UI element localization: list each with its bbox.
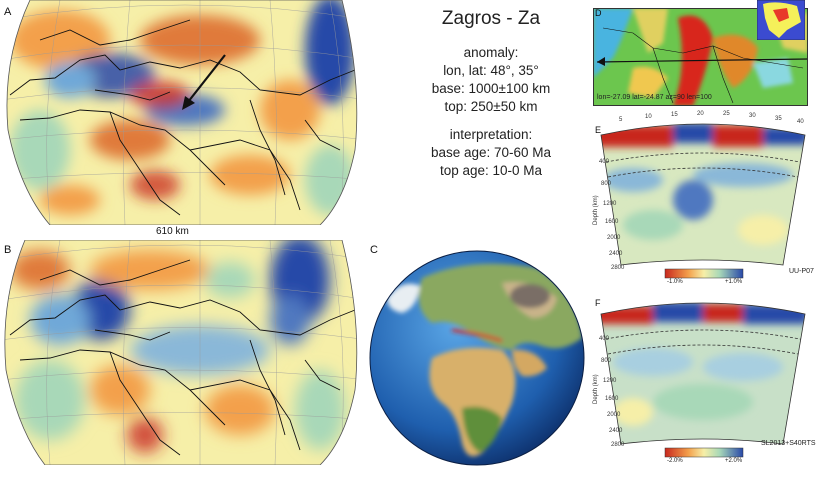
globe bbox=[369, 250, 585, 466]
interpretation-heading: interpretation: bbox=[449, 127, 533, 142]
depth-tick: 2000 bbox=[607, 235, 621, 241]
anomaly-base: base: 1000±100 km bbox=[431, 81, 551, 96]
model-label: UU-P07 bbox=[789, 268, 814, 275]
cross-section-e bbox=[600, 123, 806, 279]
cross-section-f bbox=[600, 302, 806, 458]
depth-axis-title: Depth (km) bbox=[593, 195, 599, 225]
anomaly-top: top: 250±50 km bbox=[444, 99, 538, 114]
figure-title: Zagros - Za bbox=[441, 8, 541, 29]
profile-label: lon=-27.09 lat=-24.87 az=90 len=100 bbox=[597, 94, 712, 101]
panel-letter-e: E bbox=[595, 125, 602, 135]
depth-tick: 1600 bbox=[605, 396, 619, 402]
depth-tick: 1200 bbox=[603, 378, 617, 384]
depth-tick: 400 bbox=[599, 159, 610, 165]
depth-tick: 1600 bbox=[605, 219, 619, 225]
colorbar-max: +1.0% bbox=[725, 279, 743, 285]
depth-tick: 2400 bbox=[609, 428, 623, 434]
panel-letter-f: F bbox=[595, 298, 601, 308]
colorbar-min: -2.0% bbox=[667, 458, 683, 464]
distance-tick: 5 bbox=[619, 117, 623, 123]
panel-d: D lon=-27.09 lat=-24.87 az=90 len=100 bbox=[593, 0, 808, 106]
depth-tick: 800 bbox=[601, 181, 612, 187]
colorbar-max: +2.0% bbox=[725, 458, 743, 464]
model-label: SL2013+S40RTS bbox=[761, 440, 816, 447]
distance-tick: 15 bbox=[671, 112, 678, 118]
panel-letter-d: D bbox=[595, 8, 602, 18]
depth-tick: 2800 bbox=[611, 442, 625, 448]
distance-tick: 25 bbox=[723, 111, 730, 117]
panel-e: E 400 800 1200 1600 2000 2400 2800 Depth… bbox=[593, 111, 815, 290]
anomaly-lonlat: lon, lat: 48°, 35° bbox=[443, 63, 539, 78]
panel-c: C bbox=[362, 238, 592, 478]
anomaly-info: Zagros - Za anomaly: lon, lat: 48°, 35° … bbox=[392, 8, 590, 180]
panel-b: B bbox=[0, 240, 370, 465]
depth-axis-title: Depth (km) bbox=[593, 374, 599, 404]
panel-letter-c: C bbox=[370, 244, 378, 256]
depth-tick: 400 bbox=[599, 336, 610, 342]
depth-tick: 2000 bbox=[607, 412, 621, 418]
panel-letter-b: B bbox=[4, 244, 12, 256]
scale-label: 610 km bbox=[156, 226, 189, 237]
tomography-map-b bbox=[4, 240, 358, 465]
inset-locator-map bbox=[757, 0, 805, 40]
anomaly-heading: anomaly: bbox=[463, 45, 519, 60]
panel-f: F 400 800 1200 1600 2000 2400 2800 Depth… bbox=[593, 292, 816, 472]
distance-tick: 35 bbox=[775, 116, 782, 122]
distance-tick: 10 bbox=[645, 114, 652, 120]
panel-a: A 610 km bbox=[0, 0, 370, 237]
panel-letter-a: A bbox=[4, 6, 12, 18]
tomography-map-a bbox=[6, 0, 358, 225]
depth-tick: 2400 bbox=[609, 251, 623, 257]
depth-tick: 1200 bbox=[603, 201, 617, 207]
colorbar-min: -1.0% bbox=[667, 279, 683, 285]
depth-tick: 800 bbox=[601, 358, 612, 364]
distance-tick: 40 bbox=[797, 119, 804, 125]
depth-tick: 2800 bbox=[611, 265, 625, 271]
interpretation-top-age: top age: 10-0 Ma bbox=[439, 163, 543, 178]
distance-tick: 30 bbox=[749, 113, 756, 119]
distance-tick: 20 bbox=[697, 111, 704, 117]
interpretation-base-age: base age: 70-60 Ma bbox=[430, 145, 552, 160]
